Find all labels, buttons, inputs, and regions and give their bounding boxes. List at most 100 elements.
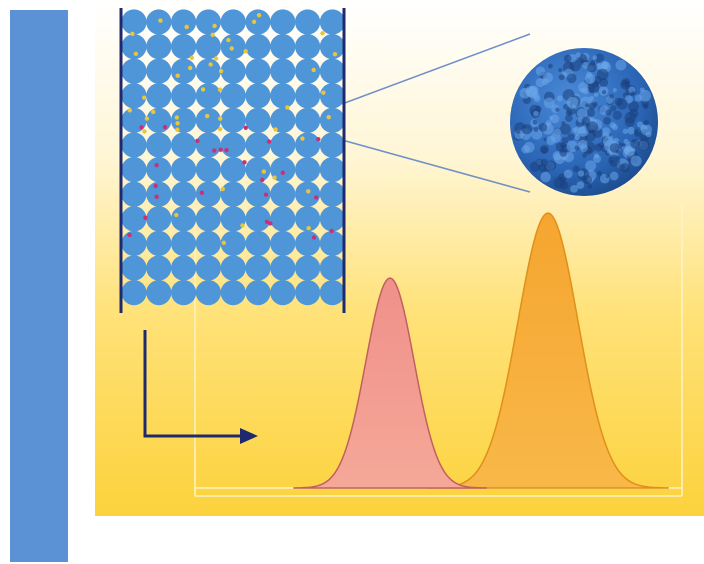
bead [121,255,147,281]
texture [623,138,629,144]
zoom-line [341,139,531,193]
bead [319,58,345,84]
bead [295,280,321,306]
peak [427,212,669,489]
bead [121,83,147,109]
bead [270,181,296,207]
analyte [199,190,205,195]
bead [195,132,221,158]
bead [220,181,246,207]
bead [171,280,197,306]
texture [566,73,577,84]
analyte [332,51,338,57]
bead [171,58,197,84]
analyte [162,124,168,130]
bead [270,107,296,133]
analyte [208,62,213,67]
texture [601,63,608,70]
bead [121,107,147,133]
analyte [224,147,229,153]
bead [319,206,345,232]
texture [574,134,581,141]
texture [545,120,552,126]
analyte [127,108,132,113]
texture [603,116,611,125]
texture [540,171,551,183]
analyte [143,215,148,220]
analyte [220,186,225,192]
bead [171,34,197,60]
texture [610,105,617,112]
texture [640,124,653,136]
analyte [273,127,278,132]
bead [245,34,271,60]
analyte [285,105,290,110]
texture [582,153,587,158]
bead [270,157,296,183]
bead [319,83,345,109]
bead [146,157,172,183]
analyte [184,24,189,30]
bead [195,83,221,109]
texture [533,127,539,132]
analyte [306,189,311,194]
texture [587,184,593,189]
texture [538,122,548,132]
bead [319,9,345,35]
peak [293,277,487,489]
bead [146,230,172,256]
bead [121,34,147,60]
bead [171,107,197,133]
bead [146,280,172,306]
bead [220,9,246,35]
bead [195,157,221,183]
bead [295,58,321,84]
analyte [158,18,163,23]
bead [220,230,246,256]
texture [611,124,619,131]
bead [220,34,246,60]
analyte [174,212,179,218]
texture [622,128,629,135]
texture [641,100,649,108]
analyte [306,225,311,231]
bead [295,9,321,35]
analyte [195,138,200,144]
bead [295,181,321,207]
bead [245,83,271,109]
texture [532,119,538,125]
bead [171,230,197,256]
analyte [213,56,219,61]
analyte [127,232,132,238]
texture [535,66,546,76]
texture [601,127,611,137]
analyte [280,170,286,175]
analyte [242,160,247,165]
analyte [256,13,262,18]
analyte [175,121,180,126]
analyte [263,192,269,197]
analyte [251,19,257,24]
analyte [142,129,147,134]
analyte [175,73,180,78]
bead [171,206,197,232]
bead [195,181,221,207]
texture [574,145,580,151]
texture [575,52,581,58]
texture [585,103,590,108]
texture [587,62,597,73]
bead [295,34,321,60]
texture [612,110,622,120]
bead [220,83,246,109]
texture [592,55,598,61]
texture [588,102,596,110]
bead [319,34,345,60]
analyte [243,125,248,130]
bead [295,206,321,232]
bead [146,255,172,281]
texture [630,155,642,167]
bead [270,255,296,281]
bead [195,280,221,306]
analyte [212,23,217,29]
